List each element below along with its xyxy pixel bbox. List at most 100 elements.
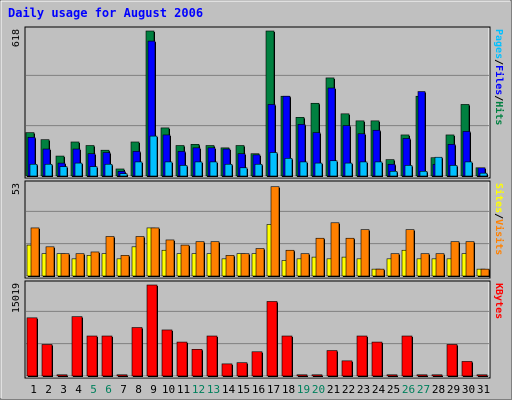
panel-3-y-max-label: 15019 [11, 283, 22, 313]
x-tick-label-8: 8 [135, 383, 142, 396]
visits-bar-12 [195, 241, 205, 277]
panel-2-legend: Sites/Visits [493, 183, 505, 255]
x-tick-label-15: 15 [237, 383, 250, 396]
visits-bar-31 [480, 268, 490, 277]
x-tick-label-13: 13 [207, 383, 220, 396]
kbytes-bar-26 [401, 335, 413, 377]
x-tick-label-24: 24 [372, 383, 386, 396]
x-tick-label-17: 17 [267, 383, 280, 396]
visits-bar-9 [150, 227, 160, 277]
panel-2-y-max-label: 53 [11, 183, 22, 195]
kbytes-bar-8 [131, 327, 143, 377]
legend-pages-label: Pages [493, 29, 504, 59]
kbytes-bar-15 [236, 362, 248, 377]
pages-bar-13 [209, 161, 218, 177]
visits-bar-22 [345, 237, 355, 277]
visits-bar-28 [435, 253, 445, 277]
x-tick-label-1: 1 [30, 383, 37, 396]
x-tick-label-3: 3 [60, 383, 67, 396]
x-tick-label-2: 2 [45, 383, 52, 396]
x-tick-label-27: 27 [417, 383, 430, 396]
kbytes-bar-16 [251, 351, 263, 377]
x-tick-label-23: 23 [357, 383, 370, 396]
chart-title: Daily usage for August 2006 [8, 6, 203, 20]
kbytes-bar-5 [86, 335, 98, 377]
legend-hits-label: Hits [493, 101, 505, 125]
legend-kbytes-label: KBytes [493, 283, 504, 319]
visits-bar-14 [225, 255, 235, 277]
pages-bar-1 [29, 163, 38, 177]
visits-bar-1 [30, 227, 40, 277]
visits-bar-23 [360, 229, 370, 277]
panel-1-y-max-label: 618 [11, 29, 22, 47]
x-tick-label-7: 7 [120, 383, 127, 396]
kbytes-bar-3 [56, 374, 68, 377]
visits-bar-26 [405, 229, 415, 277]
kbytes-bar-4 [71, 316, 83, 377]
kbytes-bar-24 [371, 341, 383, 377]
visits-bar-5 [90, 251, 100, 277]
pages-bar-4 [74, 162, 83, 177]
visits-bar-30 [465, 241, 475, 277]
pages-bar-30 [464, 161, 473, 177]
legend-sep-label: / [493, 95, 504, 101]
kbytes-bar-9 [146, 284, 158, 377]
kbytes-bar-2 [41, 344, 53, 377]
pages-bar-7 [119, 173, 128, 177]
kbytes-bar-25 [386, 374, 398, 377]
kbytes-bar-17 [266, 301, 278, 377]
x-tick-label-18: 18 [282, 383, 295, 396]
x-tick-label-28: 28 [432, 383, 445, 396]
kbytes-bar-27 [416, 374, 428, 377]
visits-bar-13 [210, 241, 220, 277]
visits-bar-16 [255, 248, 265, 277]
pages-bar-17 [269, 152, 278, 177]
visits-bar-8 [135, 236, 145, 277]
pages-bar-19 [299, 161, 308, 177]
kbytes-bar-1 [26, 317, 38, 377]
legend-sep-label: / [493, 59, 504, 65]
pages-bar-23 [359, 161, 368, 177]
visits-bar-18 [285, 249, 295, 277]
kbytes-bar-13 [206, 335, 218, 377]
pages-bar-12 [194, 161, 203, 177]
x-tick-label-12: 12 [192, 383, 205, 396]
x-tick-label-20: 20 [312, 383, 325, 396]
legend-sep-label: / [493, 213, 504, 219]
x-tick-label-6: 6 [105, 383, 112, 396]
x-tick-label-14: 14 [222, 383, 236, 396]
kbytes-bar-19 [296, 374, 308, 377]
kbytes-bar-12 [191, 349, 203, 377]
kbytes-bar-19-shadow [298, 375, 308, 377]
visits-bar-24 [375, 268, 385, 277]
files-bar-27 [417, 91, 426, 177]
pages-bar-18 [284, 158, 293, 177]
pages-bar-3 [59, 166, 68, 177]
pages-bar-25 [389, 171, 398, 177]
pages-bar-31 [479, 172, 488, 177]
pages-bar-15 [239, 167, 248, 177]
pages-bar-29 [449, 165, 458, 177]
kbytes-bar-28 [431, 374, 443, 377]
panel-3-legend: KBytes [493, 283, 504, 319]
visits-bar-21 [330, 222, 340, 277]
x-tick-label-29: 29 [447, 383, 460, 396]
legend-visits-label: Visits [493, 219, 505, 255]
visits-bar-19 [300, 253, 310, 277]
pages-bar-24 [374, 161, 383, 177]
kbytes-bar-31 [476, 374, 488, 377]
kbytes-bar-23 [356, 335, 368, 377]
visits-bar-15 [240, 253, 250, 277]
pages-bar-28 [434, 156, 443, 177]
kbytes-bar-18 [281, 335, 293, 377]
x-tick-label-21: 21 [327, 383, 340, 396]
x-tick-label-22: 22 [342, 383, 355, 396]
pages-bar-27 [419, 171, 428, 177]
visits-bar-6 [105, 236, 115, 277]
x-tick-label-31: 31 [477, 383, 490, 396]
kbytes-bar-10 [161, 329, 173, 377]
visits-bar-3 [60, 253, 70, 277]
kbytes-bar-21 [326, 350, 338, 377]
visits-bar-25 [390, 253, 400, 277]
